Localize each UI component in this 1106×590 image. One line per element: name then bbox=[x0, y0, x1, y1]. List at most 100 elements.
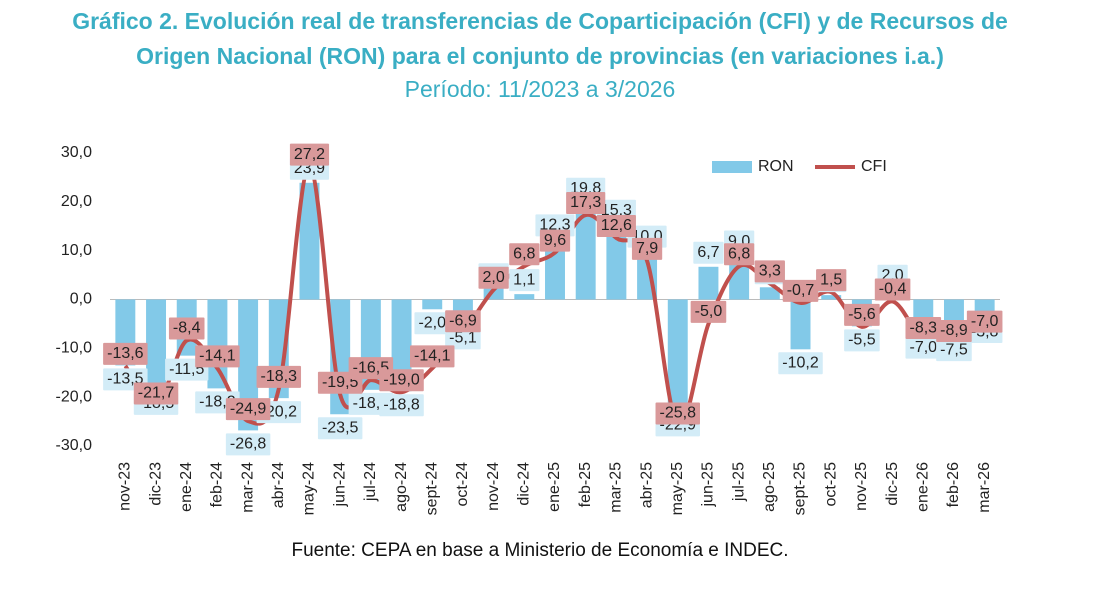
line-value-label-group: -8,4 bbox=[168, 317, 205, 340]
y-tick-label: -20,0 bbox=[56, 388, 93, 405]
line-value-label-bg bbox=[936, 319, 972, 342]
bar-value-label-bg bbox=[905, 336, 942, 359]
bar-value-label-group: -7,5 bbox=[936, 339, 972, 362]
line-value-label-bg bbox=[690, 300, 727, 323]
x-tick-label: abr-25 bbox=[638, 462, 655, 508]
line-value-label: 1,5 bbox=[820, 271, 842, 288]
x-tick-label: jul-24 bbox=[362, 462, 379, 502]
bar bbox=[698, 266, 719, 300]
y-tick-label: 20,0 bbox=[61, 193, 92, 210]
bar bbox=[391, 299, 412, 392]
line-value-label-group: -6,9 bbox=[445, 310, 481, 333]
line-value-label: -14,1 bbox=[199, 348, 236, 365]
bar-value-label-group: -7,0 bbox=[905, 336, 942, 359]
bar bbox=[514, 294, 535, 300]
y-tick-label: 10,0 bbox=[61, 242, 92, 259]
y-tick-label: 0,0 bbox=[70, 291, 92, 308]
x-tick-label: oct-25 bbox=[822, 462, 839, 507]
line-value-label-group: -18,3 bbox=[256, 365, 302, 388]
line-value-label-bg bbox=[379, 369, 424, 392]
bar bbox=[575, 202, 596, 300]
line-value-label: 2,0 bbox=[482, 269, 504, 286]
bar-value-label: -23,5 bbox=[322, 419, 359, 436]
line-value-label: -8,9 bbox=[940, 322, 968, 339]
line-value-label: 7,9 bbox=[636, 240, 658, 257]
x-tick-label: may-25 bbox=[669, 462, 686, 515]
line-value-label-bg bbox=[195, 345, 240, 368]
line-value-label-bg bbox=[655, 402, 700, 425]
x-tick-label: mar-24 bbox=[239, 462, 256, 513]
line-value-label: -13,6 bbox=[107, 345, 144, 362]
line-value-label: -14,1 bbox=[414, 348, 451, 365]
line-value-label: -19,0 bbox=[383, 372, 420, 389]
bar-value-label-bg bbox=[414, 312, 451, 335]
line-value-label: 3,3 bbox=[759, 263, 781, 280]
x-tick-label: mar-26 bbox=[976, 462, 993, 513]
line-value-label-bg bbox=[539, 229, 571, 252]
line-value-label: -6,9 bbox=[449, 312, 477, 329]
x-tick-label: feb-26 bbox=[945, 462, 962, 507]
line-value-label-group: -8,9 bbox=[936, 319, 972, 342]
line-value-label-group: -24,9 bbox=[225, 398, 271, 421]
x-tick-label: dic-25 bbox=[884, 462, 901, 506]
line-value-label-group: -13,6 bbox=[103, 342, 148, 365]
bar-value-label: 1,1 bbox=[513, 271, 535, 288]
bar bbox=[821, 295, 842, 300]
y-tick-label: -10,0 bbox=[56, 340, 93, 357]
bar bbox=[483, 288, 504, 300]
line-value-label: -0,7 bbox=[787, 282, 815, 299]
bar bbox=[790, 299, 811, 350]
line-value-label-group: -14,1 bbox=[410, 345, 455, 368]
bar-value-label-group: -18,8 bbox=[379, 394, 424, 417]
bar-value-label-group: -5,1 bbox=[445, 327, 481, 350]
bar-value-label: 6,7 bbox=[697, 244, 719, 261]
line-value-label: 27,2 bbox=[294, 146, 325, 163]
line-value-label-group: 2,0 bbox=[478, 266, 509, 289]
bar-value-label: -5,1 bbox=[449, 330, 477, 347]
x-tick-label: feb-24 bbox=[209, 462, 226, 507]
line-value-label-group: -14,1 bbox=[195, 345, 240, 368]
line-value-label-group: 9,6 bbox=[539, 229, 571, 252]
bar-value-label-group: -23,5 bbox=[317, 417, 363, 440]
line-value-label-bg bbox=[596, 214, 636, 237]
line-value-label: 17,3 bbox=[570, 194, 601, 211]
line-value-label-group: -8,3 bbox=[905, 317, 942, 340]
bar-value-label: -2,0 bbox=[418, 314, 446, 331]
line-value-label-bg bbox=[874, 278, 911, 301]
bar bbox=[422, 299, 443, 310]
line-value-label: -5,0 bbox=[695, 303, 723, 320]
bar-value-label-bg bbox=[317, 417, 363, 440]
line-value-label-bg bbox=[905, 317, 942, 340]
line-value-label: -5,6 bbox=[848, 306, 876, 323]
x-tick-label: nov-25 bbox=[853, 462, 870, 511]
line-value-label: 9,6 bbox=[544, 232, 566, 249]
line-value-label-bg bbox=[631, 237, 663, 260]
x-tick-label: ago-25 bbox=[761, 462, 778, 512]
line-value-label: 12,6 bbox=[601, 217, 632, 234]
line-value-label: -0,4 bbox=[879, 281, 907, 298]
line-value-label-bg bbox=[966, 310, 1003, 333]
line-value-label-group: -5,6 bbox=[844, 303, 880, 326]
line-value-label: -7,0 bbox=[971, 313, 999, 330]
line-value-label: 6,8 bbox=[728, 246, 750, 263]
x-tick-label: jul-25 bbox=[730, 462, 747, 502]
x-tick-label: nov-24 bbox=[485, 462, 502, 511]
line-value-label-group: 6,8 bbox=[509, 243, 540, 266]
line-value-label-bg bbox=[478, 266, 509, 289]
bar-value-label-bg bbox=[225, 433, 271, 456]
bar bbox=[606, 224, 627, 300]
bar-value-label: 12,3 bbox=[539, 217, 570, 234]
line-value-label-group: 3,3 bbox=[754, 260, 785, 283]
line-value-label: -21,7 bbox=[138, 385, 175, 402]
bar-value-label: -7,0 bbox=[909, 339, 937, 356]
line-value-label: -8,3 bbox=[909, 319, 937, 336]
line-value-label-bg bbox=[782, 279, 819, 302]
line-value-label-group: 27,2 bbox=[289, 143, 330, 166]
line-value-label-group: 12,6 bbox=[596, 214, 636, 237]
x-tick-label: jun-24 bbox=[331, 462, 348, 508]
line-value-label-group: -19,0 bbox=[379, 369, 424, 392]
bar-value-label-group: -26,8 bbox=[225, 433, 271, 456]
line-value-label-bg bbox=[844, 303, 880, 326]
